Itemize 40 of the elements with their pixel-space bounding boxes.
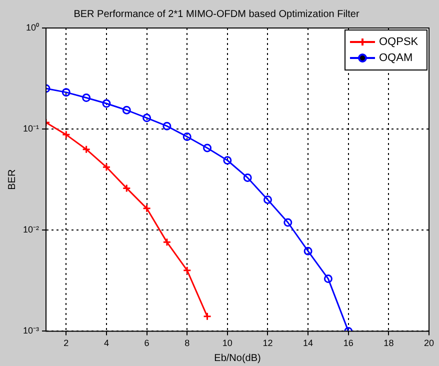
legend-label: OQPSK [379, 36, 419, 48]
x-tick-label: 18 [384, 338, 394, 348]
legend-label: OQAM [379, 52, 413, 64]
x-tick-label: 10 [222, 338, 232, 348]
x-tick-label: 20 [424, 338, 434, 348]
point [142, 114, 152, 122]
y-tick-label: 10⁻³ [22, 326, 40, 336]
point [223, 156, 232, 165]
x-tick-label: 12 [262, 338, 273, 348]
x-tick-label: 4 [104, 338, 109, 348]
chart-title: BER Performance of 2*1 MIMO-OFDM based Optimization Filter [74, 8, 360, 20]
point [102, 99, 111, 108]
x-tick-label: 2 [64, 338, 69, 348]
point [284, 218, 292, 227]
point [62, 130, 70, 139]
point [82, 94, 91, 102]
x-tick-label: 6 [144, 338, 150, 348]
point [162, 238, 172, 246]
y-tick-label: 10⁻¹ [22, 124, 40, 134]
point [122, 184, 131, 192]
x-axis-title: Eb/No(dB) [214, 352, 261, 364]
point [304, 246, 312, 256]
x-tick-label: 16 [343, 338, 354, 348]
point [203, 144, 212, 152]
point [324, 274, 332, 284]
point [182, 132, 192, 141]
x-tick-label: 8 [184, 338, 190, 348]
point [162, 122, 172, 130]
point [82, 145, 91, 154]
point [102, 162, 111, 172]
point [243, 173, 252, 182]
point [62, 88, 70, 97]
x-tick-label: 14 [303, 338, 314, 348]
y-axis-title: BER [6, 169, 18, 190]
y-tick-label: 10⁻² [22, 224, 40, 235]
point [142, 204, 152, 213]
point [182, 266, 192, 275]
y-tick-label: 10⁰ [26, 22, 40, 32]
point [263, 195, 272, 204]
point [122, 106, 131, 114]
